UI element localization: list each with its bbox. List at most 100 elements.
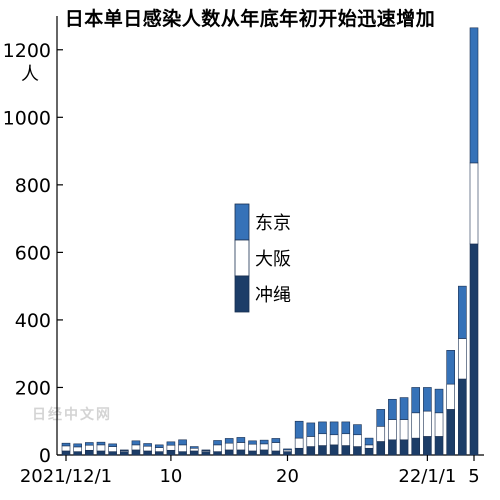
bar-other [96, 450, 106, 456]
bar-osaka [388, 419, 397, 441]
y-tick-label: 600 [15, 242, 51, 264]
bar-osaka [434, 412, 444, 437]
bar-tokyo [236, 437, 246, 443]
chart-title: 日本单日感染人数从年底年初开始迅速增加 [64, 8, 436, 30]
bar-tokyo [458, 285, 467, 339]
bar-osaka [108, 446, 117, 452]
y-tick-label: 1200 [3, 40, 51, 62]
bar-other [411, 437, 421, 456]
bar-osaka [236, 442, 246, 451]
bar-other [61, 450, 71, 456]
x-tick-label: 22/1/1 [398, 466, 456, 487]
bar-other [271, 450, 281, 456]
y-tick-label: 1000 [3, 107, 51, 129]
bar-tokyo [224, 438, 234, 444]
bar-osaka [61, 445, 71, 452]
bar-osaka [446, 383, 455, 410]
bar-tokyo [306, 422, 316, 437]
y-tick-label: 400 [15, 310, 51, 332]
x-tick-label: 2021/12/1 [20, 466, 112, 487]
bar-tokyo [318, 421, 327, 435]
bar-tokyo [131, 440, 141, 446]
bar-osaka [248, 443, 257, 452]
bar-other [283, 451, 292, 456]
bar-osaka [411, 412, 421, 439]
bar-tokyo [108, 443, 117, 447]
bar-tokyo [271, 438, 281, 443]
bar-tokyo [388, 398, 397, 420]
bar-other [224, 449, 234, 456]
bar-osaka [73, 446, 82, 452]
bar-tokyo [248, 440, 257, 445]
bar-tokyo [178, 439, 187, 446]
legend-label-tokyo: 东京 [255, 213, 291, 234]
y-tick-label: 800 [15, 175, 51, 197]
bar-other [306, 446, 316, 456]
bar-other [434, 436, 444, 456]
bar-tokyo [61, 442, 71, 447]
bar-other [318, 445, 327, 456]
legend-label-osaka: 大阪 [255, 249, 291, 270]
bar-other [388, 439, 397, 456]
bar-osaka [143, 445, 152, 452]
bar-osaka [96, 444, 106, 452]
bar-osaka [131, 444, 141, 451]
bar-tokyo [283, 448, 292, 451]
legend-swatch-osaka [234, 239, 250, 277]
bar-osaka [294, 437, 304, 449]
y-tick-label: 0 [39, 445, 51, 467]
bar-tokyo [189, 446, 199, 449]
bar-tokyo [85, 442, 94, 446]
watermark: 日经中文网 [32, 407, 112, 423]
bar-osaka [399, 419, 409, 441]
bar-tokyo [376, 409, 386, 427]
bar-other [143, 450, 152, 456]
legend-label-other: 冲绳 [255, 285, 291, 306]
bar-tokyo [411, 387, 421, 414]
bar-other [353, 446, 362, 456]
bar-other [376, 441, 386, 456]
bar-osaka [189, 447, 199, 452]
bar-osaka [329, 434, 339, 446]
bar-osaka [458, 338, 467, 380]
bar-other [294, 447, 304, 456]
bar-tokyo [364, 437, 374, 446]
bar-osaka [306, 436, 316, 447]
y-unit-label: 人 [21, 64, 39, 85]
bar-other [364, 447, 374, 456]
bar-osaka [85, 444, 94, 451]
bar-tokyo [469, 27, 479, 164]
bar-other [329, 444, 339, 456]
bar-osaka [353, 434, 362, 447]
bar-other [248, 450, 257, 456]
bar-tokyo [213, 440, 222, 446]
bar-tokyo [96, 441, 106, 446]
bar-other [73, 451, 82, 456]
bar-other [423, 436, 432, 456]
bar-tokyo [73, 443, 82, 448]
bar-tokyo [353, 424, 362, 436]
bar-other [166, 449, 176, 456]
bar-tokyo [399, 397, 409, 420]
bar-tokyo [166, 441, 176, 446]
bar-other [119, 451, 129, 456]
legend-swatch-other [234, 275, 250, 313]
bar-other [213, 451, 222, 456]
bar-osaka [318, 433, 327, 446]
bar-other [85, 449, 94, 456]
bar-other [399, 439, 409, 456]
bar-other [189, 450, 199, 456]
bar-tokyo [329, 421, 339, 436]
bar-osaka [423, 410, 432, 437]
bar-other [446, 409, 455, 456]
bar-other [341, 445, 351, 456]
x-tick-label: 20 [276, 466, 299, 487]
bar-osaka [469, 162, 479, 245]
bar-osaka [224, 442, 234, 451]
bar-other [236, 449, 246, 456]
bar-tokyo [446, 350, 455, 385]
bar-tokyo [201, 449, 211, 451]
bar-other [469, 243, 479, 456]
